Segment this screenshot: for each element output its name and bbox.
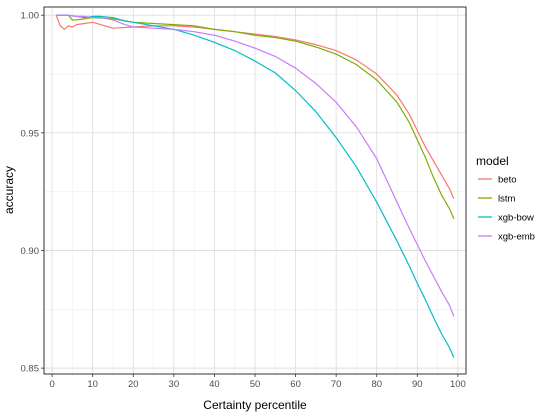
x-axis: 0 10 20 30 40 50 60 70 80 90 100 [49, 374, 466, 390]
x-tick-label: 90 [412, 379, 423, 390]
x-tick-label: 10 [87, 379, 98, 390]
series-layer [55, 14, 455, 358]
x-tick-label: 50 [250, 379, 261, 390]
x-tick-label: 40 [209, 379, 220, 390]
legend-label-xgb-emb: xgb-emb [498, 232, 535, 243]
x-tick-label: 60 [290, 379, 301, 390]
legend-label-lstm: lstm [498, 194, 516, 205]
series-line-xgb-bow [56, 14, 455, 358]
x-tick-label: 70 [331, 379, 342, 390]
series-line-xgb-emb [56, 14, 455, 317]
x-tick-label: 20 [128, 379, 139, 390]
x-tick-label: 100 [450, 379, 466, 390]
series-line-lstm [56, 14, 455, 219]
y-tick-label: 0.90 [21, 246, 40, 257]
y-axis-title: accuracy [2, 166, 16, 214]
grid-major [44, 7, 466, 374]
y-axis: 0.85 0.90 0.95 1.00 [21, 11, 44, 375]
y-tick-label: 1.00 [21, 11, 40, 22]
legend-label-xgb-bow: xgb-bow [498, 213, 534, 224]
y-tick-label: 0.85 [21, 364, 40, 375]
x-tick-label: 0 [49, 379, 54, 390]
legend-label-beto: beto [498, 175, 517, 186]
y-tick-label: 0.95 [21, 128, 40, 139]
x-axis-title: Certainty percentile [203, 398, 307, 412]
legend-title: model [476, 154, 509, 168]
x-tick-label: 80 [371, 379, 382, 390]
legend: model beto lstm xgb-bow xgb-emb [476, 154, 535, 243]
x-tick-label: 30 [169, 379, 180, 390]
